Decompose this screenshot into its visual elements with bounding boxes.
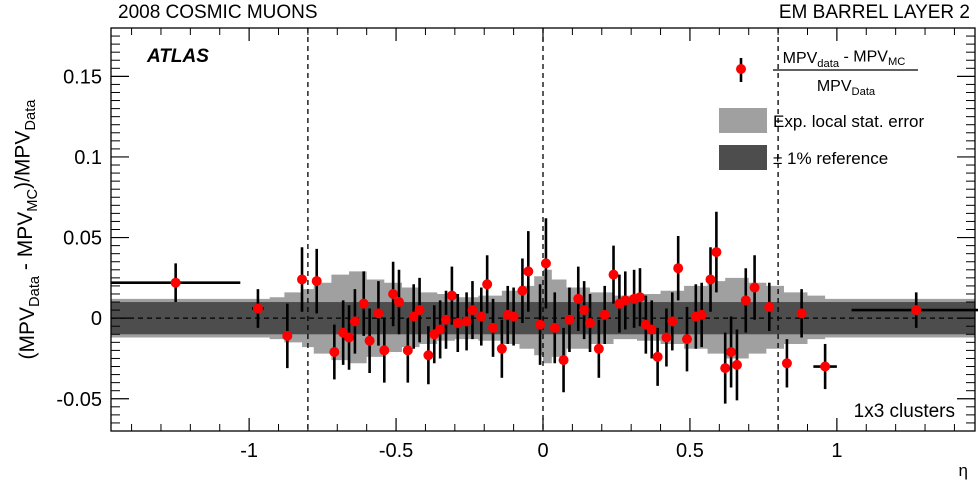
data-point: [549, 322, 560, 333]
data-point: [720, 363, 731, 374]
data-point: [731, 359, 742, 370]
legend-box: [719, 145, 767, 170]
data-point: [781, 358, 792, 369]
data-point: [329, 347, 340, 358]
data-point: [311, 276, 322, 287]
x-axis-label: η: [959, 461, 968, 480]
y-tick-label: -0.05: [56, 389, 102, 411]
data-point: [344, 332, 355, 343]
data-point: [652, 351, 663, 362]
data-point: [564, 314, 575, 325]
data-point: [461, 316, 472, 327]
data-point: [740, 295, 751, 306]
x-tick-label: 0.5: [676, 440, 704, 462]
legend-formula-numerator: MPVdata - MPVMC: [783, 48, 906, 70]
data-point: [476, 311, 487, 322]
data-point: [435, 324, 446, 335]
data-point: [540, 258, 551, 269]
data-point: [408, 311, 419, 322]
data-point: [452, 317, 463, 328]
data-point: [599, 309, 610, 320]
data-point: [349, 316, 360, 327]
data-point: [394, 297, 404, 308]
data-point: [402, 345, 413, 356]
plot-labels: ATLAS 1x3 clusters η (MPVData - MPVMC)/MPVD…: [12, 46, 968, 480]
x-tick-label: 0: [537, 440, 548, 462]
data-point: [523, 266, 534, 277]
data-point: [388, 288, 399, 299]
legend-box: [719, 108, 767, 133]
data-point: [705, 274, 716, 285]
data-point: [796, 308, 807, 319]
dashed-guide-lines: [111, 28, 975, 431]
legend-formula-denominator: MPVData: [817, 78, 876, 98]
corner-label: 1x3 clusters: [854, 401, 955, 422]
legend-label: Exp. local stat. error: [773, 112, 925, 131]
data-point: [911, 305, 922, 316]
data-point: [646, 324, 657, 335]
data-point: [379, 345, 390, 356]
data-point: [634, 292, 645, 303]
data-point: [696, 309, 707, 320]
header-left-title: 2008 COSMIC MUONS: [118, 2, 318, 23]
legend: MPVdata - MPVMC MPVData Exp. local stat. e…: [719, 48, 925, 170]
data-point: [593, 343, 604, 354]
data-point: [482, 279, 493, 290]
data-point: [282, 330, 293, 341]
data-point: [170, 277, 181, 288]
x-tick-label: -0.5: [379, 440, 413, 462]
legend-label: ± 1% reference: [773, 149, 888, 168]
data-point: [749, 282, 760, 293]
data-point: [661, 332, 672, 343]
data-point: [585, 317, 596, 328]
atlas-label: ATLAS: [146, 46, 209, 67]
axes: -1 -0.5 0 0.5 1 -0.05 0 0.05 0.1 0.15: [56, 28, 975, 462]
data-point: [620, 295, 631, 306]
y-axis-label: (MPVData - MPVMC)/MPVData: [12, 99, 44, 360]
data-point: [711, 247, 722, 258]
data-point: [441, 314, 452, 325]
x-tick-label: 1: [831, 440, 842, 462]
x-tick-label: -1: [240, 440, 258, 462]
data-point: [726, 347, 737, 358]
data-point: [496, 343, 507, 354]
data-point: [508, 311, 519, 322]
data-point: [579, 305, 590, 316]
legend-point: [736, 64, 746, 74]
y-tick-label: 0.15: [63, 66, 102, 88]
data-point: [517, 285, 528, 296]
data-point: [414, 305, 425, 316]
data-point: [467, 305, 478, 316]
data-point: [297, 274, 308, 285]
data-point: [446, 290, 457, 301]
data-point: [535, 319, 546, 330]
data-point: [573, 293, 584, 304]
data-point: [558, 355, 569, 366]
data-points: [111, 211, 978, 404]
data-point: [667, 316, 678, 327]
y-tick-label: 0: [91, 308, 102, 330]
y-tick-label: 0.1: [74, 147, 102, 169]
data-point: [682, 334, 692, 345]
data-point: [820, 361, 831, 372]
data-point: [358, 298, 369, 309]
data-point: [488, 322, 499, 333]
data-point: [364, 335, 375, 346]
y-tick-label: 0.05: [63, 228, 102, 250]
data-point: [608, 269, 619, 280]
data-point: [764, 301, 775, 312]
header-right-title: EM BARREL LAYER 2: [778, 2, 970, 23]
data-point: [373, 308, 384, 319]
data-point: [252, 303, 263, 314]
data-point: [673, 263, 684, 274]
data-point: [423, 350, 434, 361]
